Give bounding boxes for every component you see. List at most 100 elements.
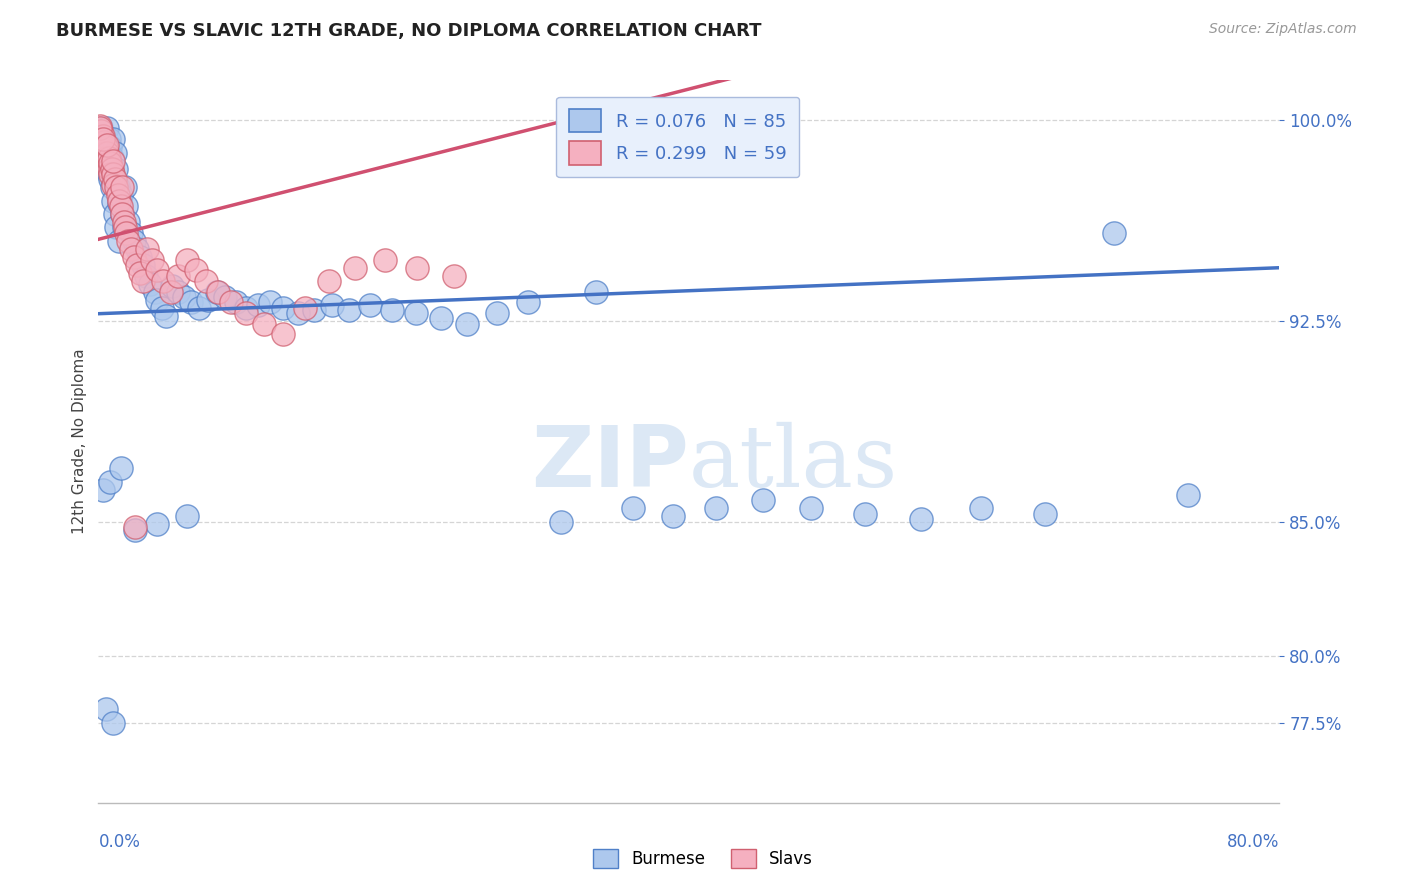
Point bbox=[173, 290, 195, 304]
Point bbox=[117, 234, 139, 248]
Point bbox=[97, 132, 120, 146]
Point bbox=[159, 285, 181, 299]
Point bbox=[98, 172, 121, 186]
Point bbox=[100, 151, 122, 165]
Point bbox=[103, 132, 125, 146]
Text: 0.0%: 0.0% bbox=[98, 833, 141, 851]
Point bbox=[103, 167, 125, 181]
Point bbox=[108, 234, 131, 248]
Point bbox=[146, 293, 169, 307]
Point bbox=[221, 295, 243, 310]
Point bbox=[155, 309, 177, 323]
Point bbox=[89, 121, 111, 136]
Point bbox=[91, 140, 114, 154]
Point bbox=[853, 507, 876, 521]
Point bbox=[122, 250, 145, 264]
Point bbox=[294, 301, 316, 315]
Point bbox=[381, 303, 404, 318]
Text: ZIP: ZIP bbox=[531, 422, 689, 505]
Point bbox=[104, 145, 127, 160]
Point bbox=[139, 277, 162, 291]
Point bbox=[104, 207, 127, 221]
Point bbox=[162, 279, 183, 293]
Point bbox=[114, 220, 136, 235]
Point bbox=[344, 260, 367, 275]
Point bbox=[621, 501, 644, 516]
Point bbox=[176, 252, 198, 267]
Point bbox=[98, 140, 121, 154]
Point bbox=[94, 145, 117, 160]
Point bbox=[112, 220, 135, 235]
Point bbox=[146, 263, 169, 277]
Point bbox=[100, 161, 122, 176]
Point bbox=[235, 306, 257, 320]
Text: Source: ZipAtlas.com: Source: ZipAtlas.com bbox=[1209, 22, 1357, 37]
Point bbox=[108, 194, 131, 208]
Point bbox=[207, 285, 229, 299]
Point bbox=[302, 303, 325, 318]
Point bbox=[120, 242, 142, 256]
Point bbox=[128, 250, 150, 264]
Point bbox=[585, 285, 607, 299]
Point bbox=[124, 520, 146, 534]
Point bbox=[1033, 507, 1056, 521]
Legend: R = 0.076   N = 85, R = 0.299   N = 59: R = 0.076 N = 85, R = 0.299 N = 59 bbox=[557, 96, 799, 178]
Point bbox=[405, 306, 427, 320]
Point bbox=[115, 199, 138, 213]
Point bbox=[105, 220, 128, 235]
Point bbox=[246, 298, 269, 312]
Point bbox=[970, 501, 993, 516]
Point bbox=[359, 298, 381, 312]
Point bbox=[287, 306, 309, 320]
Point bbox=[197, 293, 219, 307]
Point bbox=[176, 509, 198, 524]
Point bbox=[125, 258, 148, 272]
Point bbox=[318, 274, 340, 288]
Point bbox=[187, 301, 209, 315]
Point bbox=[108, 196, 131, 211]
Point bbox=[195, 274, 218, 288]
Point bbox=[97, 161, 120, 176]
Point bbox=[443, 268, 465, 283]
Point bbox=[96, 156, 118, 170]
Legend: Burmese, Slavs: Burmese, Slavs bbox=[586, 842, 820, 875]
Point bbox=[103, 715, 125, 730]
Point bbox=[91, 127, 114, 141]
Point bbox=[704, 501, 727, 516]
Point bbox=[167, 285, 190, 299]
Point bbox=[184, 263, 207, 277]
Point bbox=[97, 167, 120, 181]
Point bbox=[271, 301, 294, 315]
Point bbox=[124, 523, 146, 537]
Point bbox=[430, 311, 453, 326]
Point bbox=[89, 119, 111, 133]
Point bbox=[143, 285, 166, 299]
Point bbox=[167, 268, 190, 283]
Point bbox=[94, 702, 117, 716]
Point bbox=[910, 512, 932, 526]
Point bbox=[214, 290, 236, 304]
Point bbox=[117, 215, 139, 229]
Point bbox=[105, 180, 128, 194]
Point bbox=[114, 180, 136, 194]
Point bbox=[98, 156, 121, 170]
Point bbox=[94, 159, 117, 173]
Point bbox=[132, 258, 155, 272]
Point bbox=[271, 327, 294, 342]
Point bbox=[96, 121, 118, 136]
Point bbox=[103, 194, 125, 208]
Point bbox=[150, 301, 173, 315]
Point bbox=[93, 145, 115, 160]
Point bbox=[91, 483, 114, 497]
Point bbox=[107, 180, 129, 194]
Point bbox=[550, 515, 572, 529]
Point bbox=[98, 475, 121, 489]
Point bbox=[1177, 488, 1199, 502]
Point bbox=[110, 461, 132, 475]
Point bbox=[800, 501, 823, 516]
Point bbox=[94, 151, 117, 165]
Point bbox=[152, 274, 174, 288]
Point bbox=[146, 517, 169, 532]
Point bbox=[111, 180, 134, 194]
Text: 80.0%: 80.0% bbox=[1227, 833, 1279, 851]
